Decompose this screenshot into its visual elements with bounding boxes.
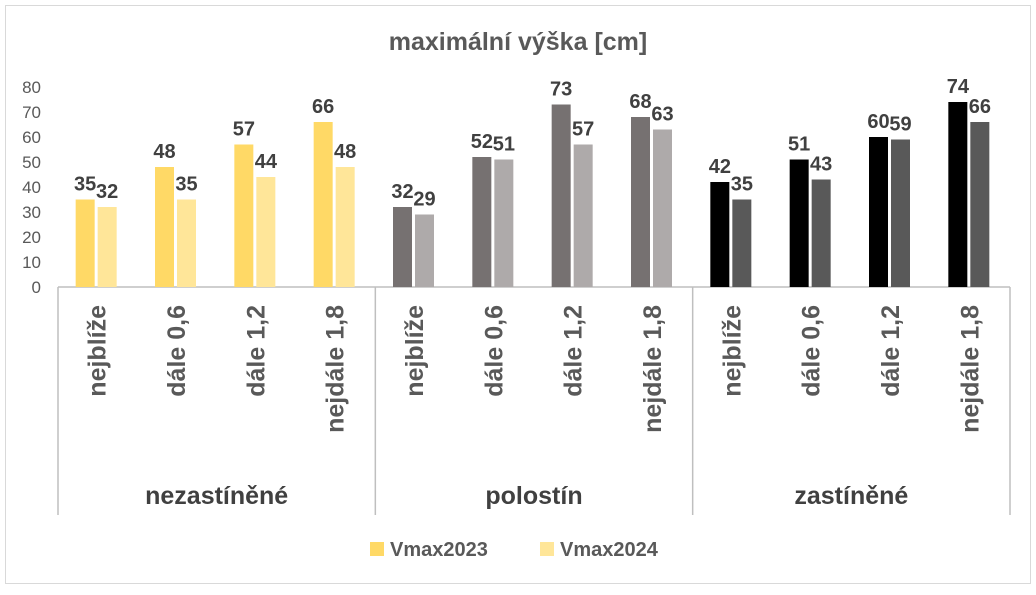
bar-vmax2023: [313, 122, 333, 287]
category-label: dále 0,6: [480, 305, 508, 397]
data-label: 48: [153, 141, 175, 163]
y-tick-label: 0: [32, 278, 41, 297]
data-label: 44: [255, 151, 278, 173]
legend-label-vmax2024: Vmax2024: [560, 539, 659, 561]
legend-swatch-vmax2023: [370, 542, 384, 556]
data-label: 57: [572, 119, 594, 141]
y-axis: 0 10 20 30 40 50 60 70 80: [22, 78, 41, 297]
data-label: 51: [493, 134, 515, 156]
legend-label-vmax2023: Vmax2023: [390, 539, 488, 561]
bar-vmax2023: [631, 117, 650, 287]
bar-vmax2024: [732, 199, 752, 287]
category-label: nejdále 1,8: [956, 305, 984, 433]
group-label: zastíněné: [794, 482, 908, 510]
y-tick-label: 70: [22, 103, 41, 122]
group-labels: nezastíněné polostín zastíněné: [145, 482, 908, 510]
group-label: nezastíněné: [145, 482, 288, 510]
data-label: 63: [651, 104, 673, 126]
bar-vmax2024: [573, 144, 593, 287]
data-label: 74: [947, 76, 970, 98]
category-label: nejdále 1,8: [639, 305, 667, 433]
data-label: 35: [175, 174, 197, 196]
bar-vmax2024: [97, 207, 117, 287]
bar-vmax2024: [256, 177, 276, 287]
category-label: dále 0,6: [798, 305, 826, 397]
category-label: nejdále 1,8: [322, 305, 350, 433]
data-label: 57: [233, 119, 255, 141]
bar-vmax2023: [472, 157, 492, 287]
data-label: 32: [391, 181, 413, 203]
bar-vmax2023: [155, 167, 174, 287]
data-label: 32: [96, 181, 118, 203]
category-label: nejblíže: [401, 305, 429, 397]
bar-vmax2024: [653, 129, 672, 287]
bar-vmax2024: [891, 139, 910, 287]
category-label: nejblíže: [718, 305, 746, 397]
legend: Vmax2023 Vmax2024: [370, 539, 659, 561]
bar-vmax2024: [811, 179, 831, 287]
bar-vmax2024: [415, 214, 434, 287]
bar-vmax2023: [948, 102, 968, 287]
y-tick-label: 40: [22, 178, 41, 197]
category-label: dále 1,2: [242, 305, 270, 397]
category-label: dále 1,2: [560, 305, 588, 397]
category-labels: nejblíže dále 0,6 dále 1,2 nejdále 1,8 nejbl…: [84, 305, 985, 433]
data-label: 66: [969, 96, 991, 118]
bar-vmax2024: [970, 122, 990, 287]
bar-vmax2023: [75, 199, 95, 287]
y-tick-label: 20: [22, 228, 41, 247]
data-label: 42: [709, 156, 731, 178]
data-label: 51: [788, 134, 810, 156]
data-label: 59: [889, 114, 911, 136]
data-label: 60: [867, 111, 889, 133]
y-tick-label: 50: [22, 153, 41, 172]
group-label: polostín: [485, 482, 582, 510]
data-label: 29: [413, 189, 435, 211]
y-tick-label: 80: [22, 78, 41, 97]
chart-title: maximální výška [cm]: [389, 28, 647, 56]
bar-vmax2024: [494, 159, 514, 287]
y-tick-label: 10: [22, 253, 41, 272]
bar-vmax2023: [551, 104, 571, 287]
bar-vmax2024: [177, 199, 196, 287]
chart-border: [5, 5, 1031, 584]
data-label: 35: [74, 174, 96, 196]
bar-vmax2024: [335, 167, 355, 287]
bars: [75, 102, 990, 287]
data-label: 66: [312, 96, 334, 118]
bar-vmax2023: [393, 207, 412, 287]
data-label: 52: [471, 131, 493, 153]
data-label: 35: [731, 174, 753, 196]
data-label: 68: [629, 91, 651, 113]
bar-vmax2023: [869, 137, 888, 287]
category-label: nejblíže: [84, 305, 112, 397]
category-label: dále 0,6: [163, 305, 191, 397]
bar-vmax2023: [710, 182, 730, 287]
bar-vmax2023: [789, 159, 809, 287]
category-label: dále 1,2: [877, 305, 905, 397]
data-label: 73: [550, 79, 572, 101]
x-axis: [57, 286, 1011, 515]
bar-vmax2023: [234, 144, 254, 287]
data-label: 43: [810, 154, 832, 176]
legend-swatch-vmax2024: [540, 542, 554, 556]
data-label: 48: [334, 141, 356, 163]
y-tick-label: 30: [22, 203, 41, 222]
y-tick-label: 60: [22, 128, 41, 147]
